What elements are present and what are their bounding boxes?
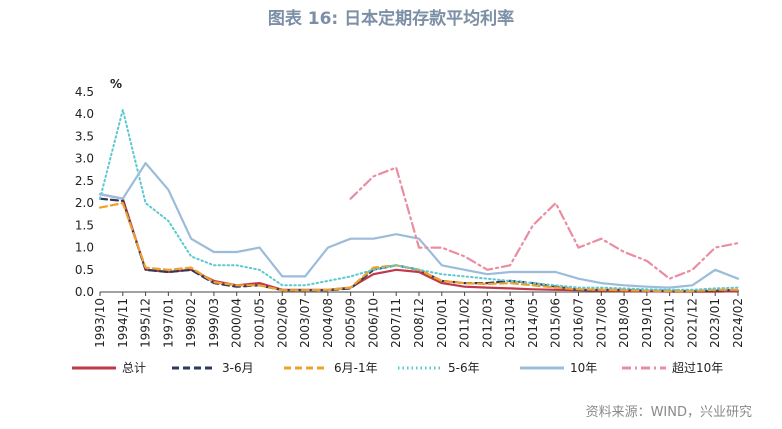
x-tick-label: 2021/12 [685, 298, 699, 348]
chart-axes: % 0.0 0.5 1.0 1.5 2.0 2.5 3.0 3.5 4.0 4.5 1993/10 19… [75, 77, 745, 348]
x-tick-label: 2012/03 [480, 298, 494, 348]
legend-label: 总计 [122, 361, 146, 375]
x-tick-label: 2003/07 [298, 298, 312, 348]
y-tick-label: 3.0 [75, 152, 94, 166]
x-tick-label: 2001/05 [253, 298, 267, 348]
x-tick-label: 2006/10 [366, 298, 380, 348]
y-tick-label: 1.0 [75, 241, 94, 255]
series-line-6 [349, 166, 740, 280]
x-tick-label: 2014/05 [526, 298, 540, 348]
legend-label: 3-6月 [222, 361, 254, 375]
legend-label: 5-6年 [448, 361, 480, 375]
x-tick-label: 2017/08 [594, 298, 608, 348]
x-tick-label: 2013/04 [503, 298, 517, 348]
x-tick-label: 2007/11 [389, 298, 403, 348]
x-tick-label: 1997/01 [161, 298, 175, 348]
legend-label: 超过10年 [672, 360, 723, 375]
chart-title: 图表 16: 日本定期存款平均利率 [267, 9, 515, 29]
x-tick-label: 2005/09 [344, 298, 358, 348]
x-tick-label: 1994/11 [116, 298, 130, 348]
y-axis-unit-label: % [110, 77, 122, 91]
y-tick-label: 4.5 [75, 85, 94, 99]
y-tick-label: 4.0 [75, 107, 94, 121]
series-line-5 [98, 162, 740, 289]
y-tick-label: 3.5 [75, 129, 94, 143]
x-tick-label: 1995/12 [139, 298, 153, 348]
chart-plot-area [98, 108, 740, 293]
x-tick-label: 2000/04 [230, 298, 244, 348]
x-tick-label: 2016/07 [572, 298, 586, 348]
y-tick-label: 0.0 [75, 285, 94, 299]
x-tick-label: 2019/10 [640, 298, 654, 348]
x-tick-label: 1999/03 [207, 298, 221, 348]
y-tick-label: 2.5 [75, 174, 94, 188]
x-tick-label: 2023/01 [708, 298, 722, 348]
x-tick-label: 2004/08 [321, 298, 335, 348]
series-line-4 [99, 108, 739, 291]
x-tick-label: 2008/12 [412, 298, 426, 348]
x-tick-label: 1993/10 [93, 298, 107, 348]
legend-label: 6月-1年 [334, 361, 378, 375]
x-tick-label: 2011/02 [458, 298, 472, 348]
x-tick-label: 2002/06 [275, 298, 289, 348]
x-tick-label: 2010/01 [435, 298, 449, 348]
x-tick-label: 2015/06 [549, 298, 563, 348]
legend-label: 10年 [570, 361, 597, 375]
y-tick-label: 2.0 [75, 196, 94, 210]
source-note: 资料来源：WIND，兴业研究 [585, 405, 752, 420]
chart-legend: 总计 3-6月 6月-1年 5-6年 10年 超过10年 [72, 360, 723, 375]
x-tick-label: 2024/02 [731, 298, 745, 348]
x-tick-label: 2020/11 [663, 298, 677, 348]
y-tick-label: 1.5 [75, 218, 94, 232]
x-tick-label: 1998/02 [184, 298, 198, 348]
x-tick-label: 2018/09 [617, 298, 631, 348]
series-line-1 [98, 193, 740, 293]
y-tick-label: 0.5 [75, 263, 94, 277]
